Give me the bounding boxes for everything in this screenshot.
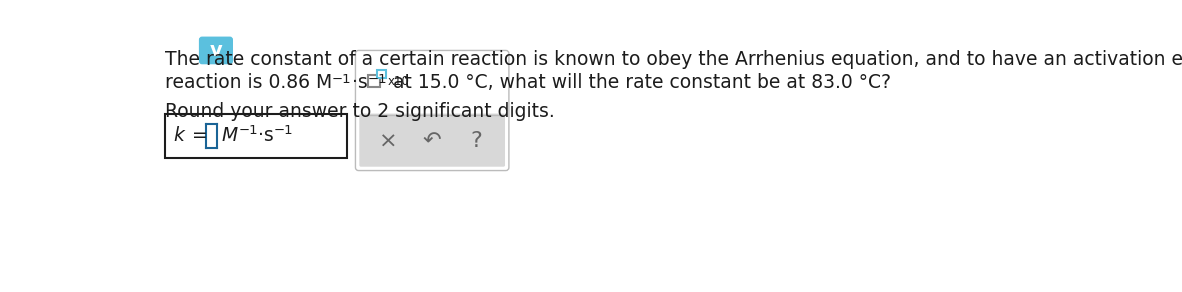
FancyBboxPatch shape [359, 114, 505, 167]
Text: ?: ? [470, 131, 482, 151]
Text: $k$: $k$ [173, 126, 186, 145]
Text: Round your answer to 2 significant digits.: Round your answer to 2 significant digit… [164, 102, 554, 121]
Text: The rate constant of a certain reaction is known to obey the Arrhenius equation,: The rate constant of a certain reaction … [164, 50, 1182, 69]
Text: at 15.0 °C, what will the rate constant be at 83.0 °C?: at 15.0 °C, what will the rate constant … [387, 73, 891, 92]
Text: reaction is 0.86 M: reaction is 0.86 M [164, 73, 332, 92]
Text: ·s: ·s [258, 126, 274, 145]
Text: ↶: ↶ [423, 131, 442, 151]
Bar [368, 75, 381, 87]
Text: $M$: $M$ [221, 126, 239, 145]
Bar [377, 70, 385, 78]
FancyBboxPatch shape [356, 51, 509, 171]
Text: −1: −1 [239, 124, 258, 137]
Text: −1: −1 [368, 73, 387, 86]
Text: ×: × [378, 131, 397, 151]
Text: −1: −1 [332, 73, 352, 86]
Text: −1: −1 [274, 124, 293, 137]
Text: x10: x10 [388, 75, 409, 88]
FancyBboxPatch shape [164, 114, 348, 158]
Text: ·s: ·s [352, 73, 368, 92]
FancyBboxPatch shape [199, 36, 233, 64]
Text: v: v [209, 41, 222, 60]
Text: =: = [186, 126, 208, 145]
